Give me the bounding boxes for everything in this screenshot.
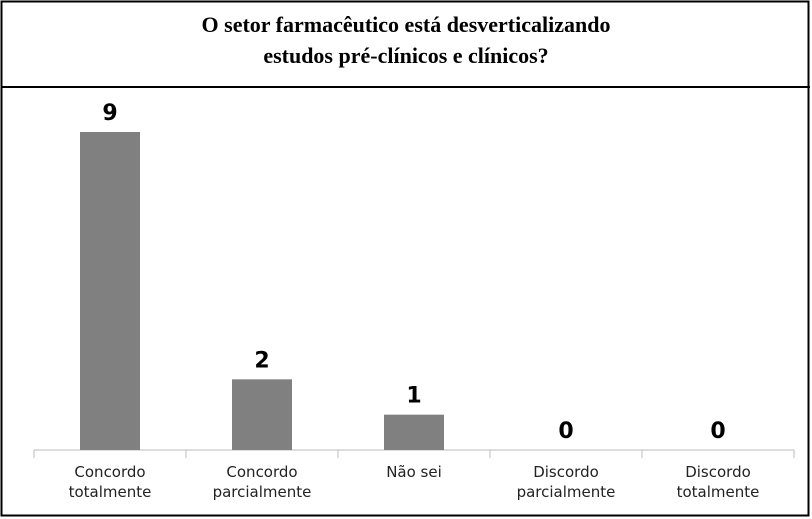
x-tick-label: Concordo parcialmente: [212, 463, 312, 501]
x-tick-label: Discordo totalmente: [676, 463, 760, 501]
chart-title: O setor farmacêutico está desverticaliza…: [202, 12, 611, 37]
data-label: 9: [102, 101, 117, 126]
bar: [232, 379, 292, 450]
bar: [80, 132, 140, 450]
data-label: 0: [558, 419, 573, 444]
bar: [384, 414, 444, 450]
x-tick-label: Discordo parcialmente: [516, 463, 616, 501]
data-label: 2: [254, 348, 269, 373]
chart-title: estudos pré-clínicos e clínicos?: [263, 43, 548, 68]
x-tick-label: Não sei: [386, 463, 442, 481]
data-label: 1: [406, 384, 421, 409]
data-label: 0: [710, 419, 725, 444]
x-tick-label: Concordo totalmente: [68, 463, 152, 501]
